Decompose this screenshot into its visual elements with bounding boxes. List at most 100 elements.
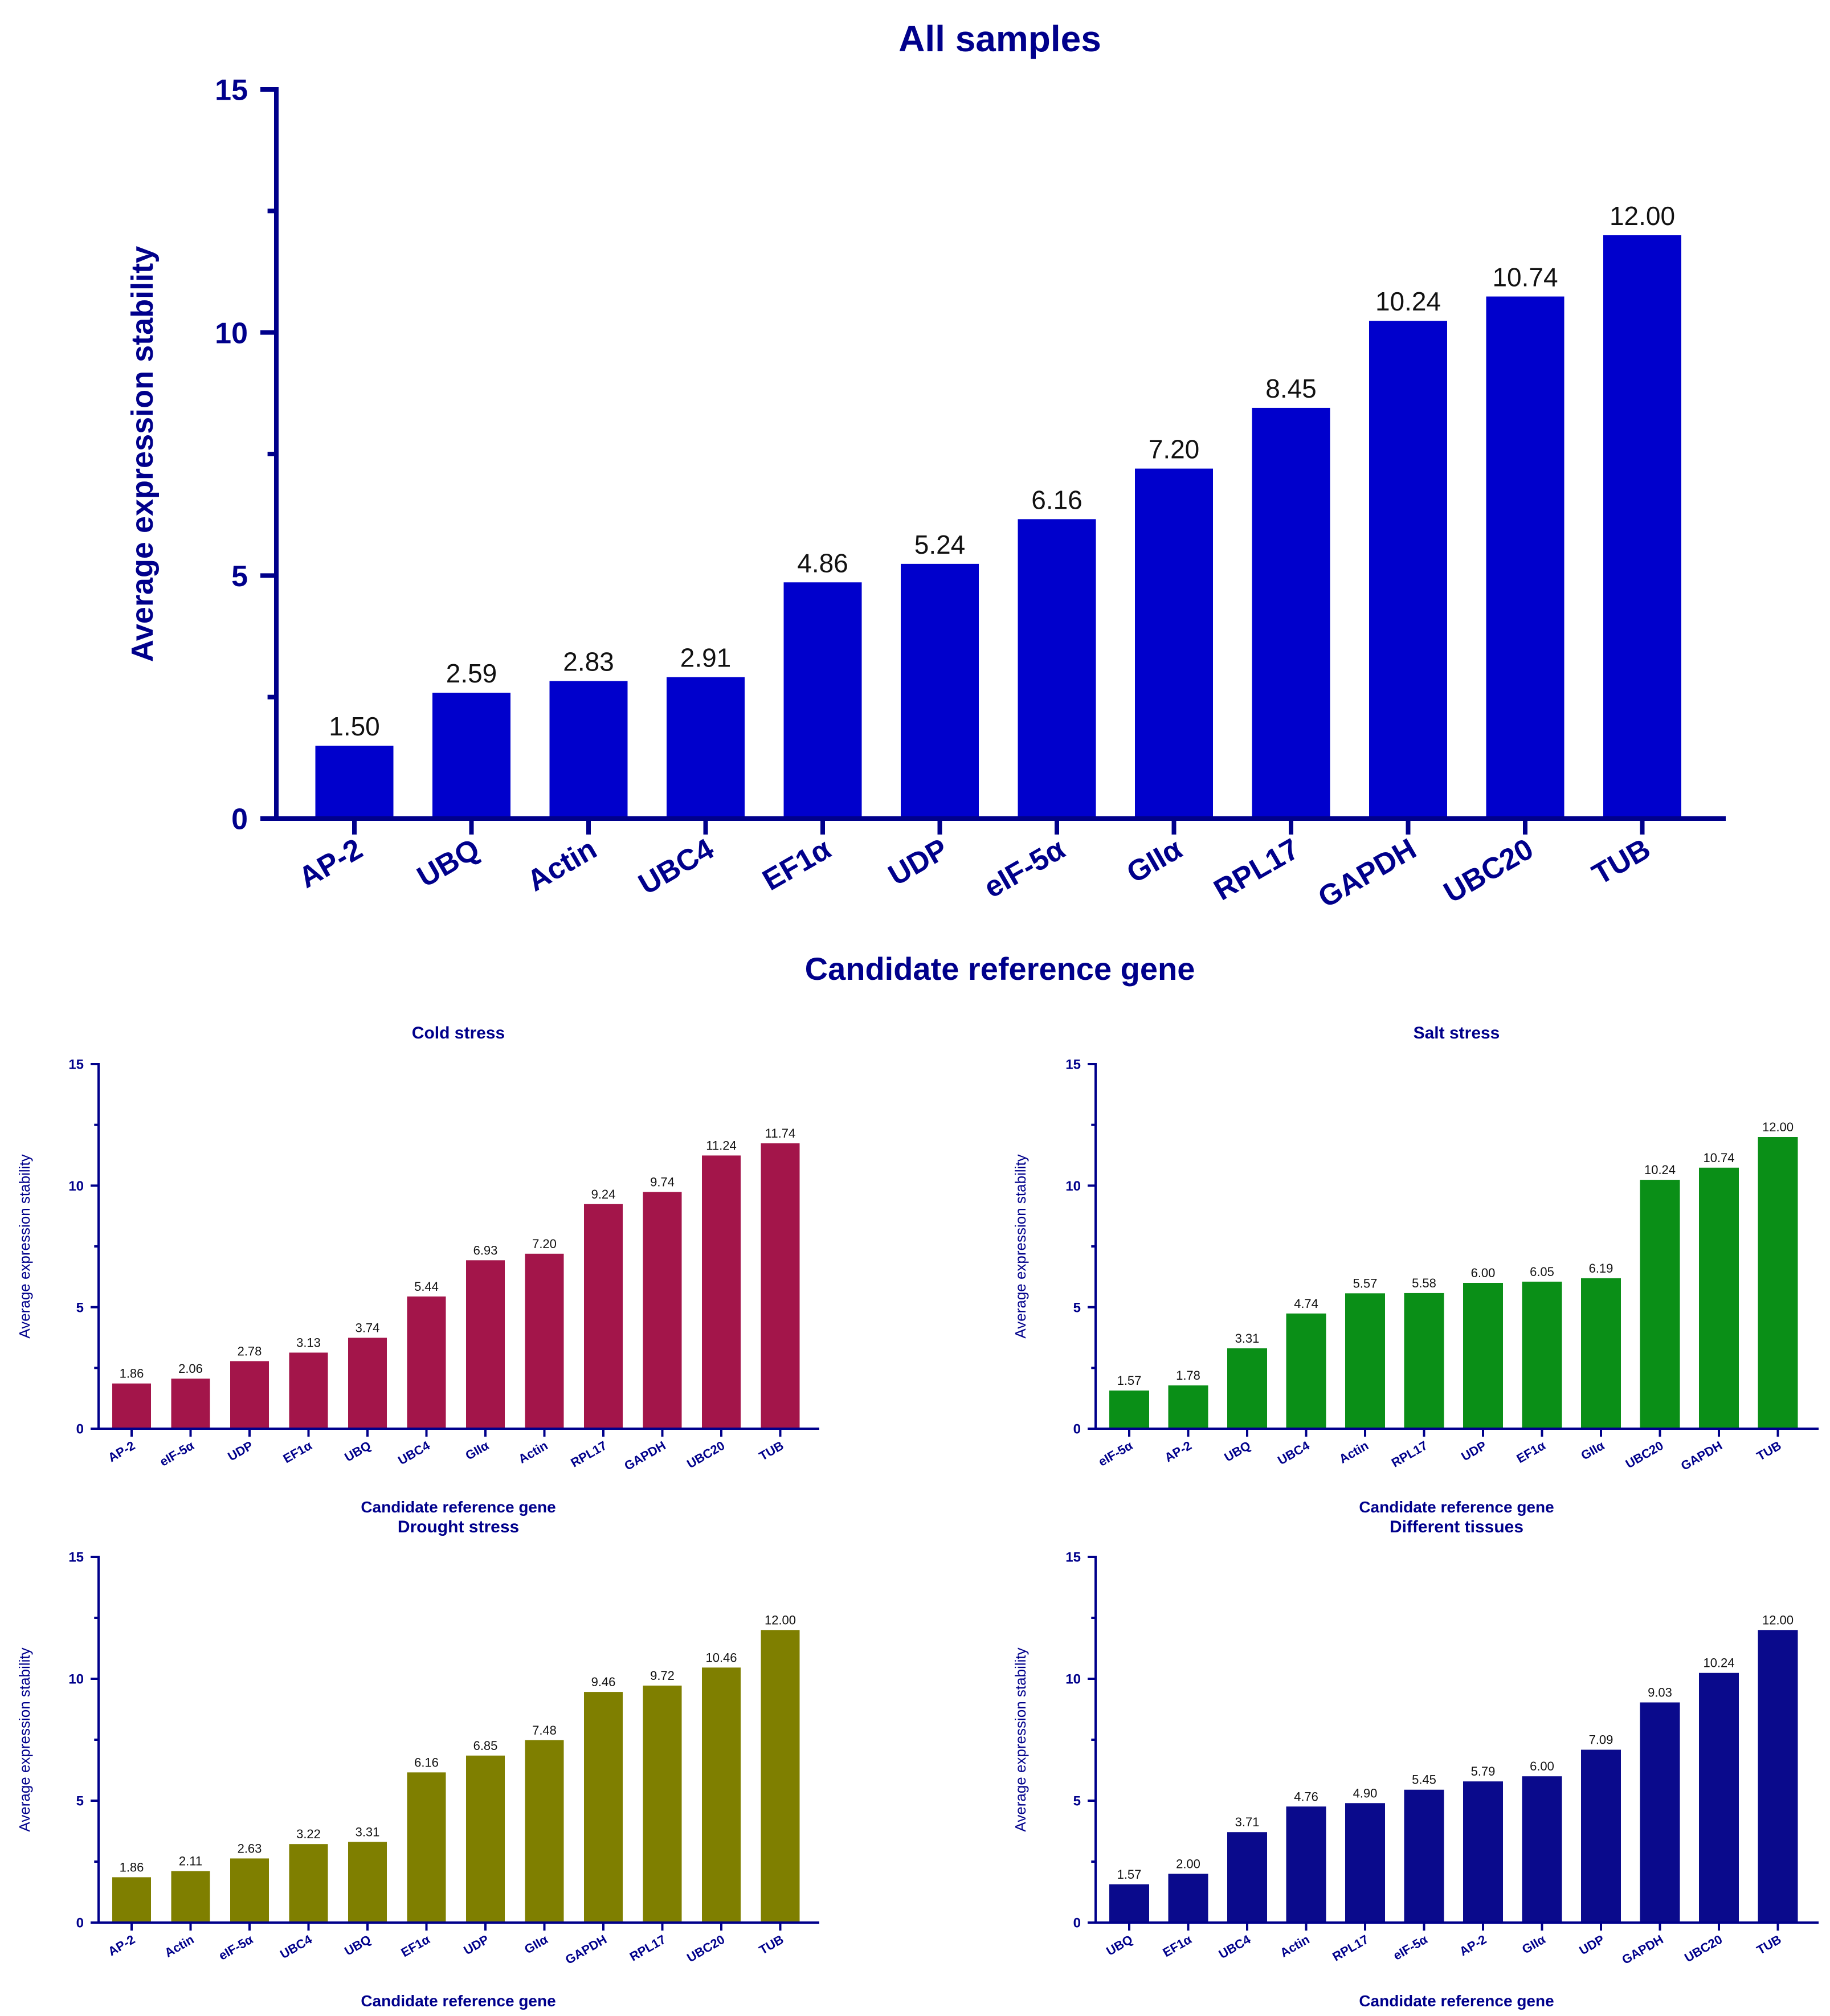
- bar-UDP: [466, 1755, 505, 1923]
- y-tick-label: 0: [1073, 1916, 1081, 1931]
- bar-value-label: 1.86: [120, 1367, 144, 1381]
- bar-UBC4: [1227, 1832, 1267, 1923]
- category-label: UBC20: [684, 1932, 727, 1965]
- bar-value-label: 6.00: [1530, 1759, 1554, 1773]
- category-label: GIIα: [463, 1438, 492, 1462]
- y-tick-label: 15: [215, 74, 248, 107]
- category-label: UBC4: [1216, 1932, 1253, 1961]
- bar-value-label: 1.50: [329, 711, 380, 741]
- category-label: Actin: [516, 1438, 550, 1466]
- bar-value-label: 2.63: [238, 1841, 262, 1855]
- bar-RPL17: [1345, 1803, 1385, 1923]
- bar-RPL17: [584, 1204, 623, 1429]
- y-tick-label: 10: [1065, 1179, 1081, 1194]
- category-label: UBC4: [633, 832, 720, 901]
- category-label: GIIα: [1519, 1932, 1548, 1956]
- bar-UBC4: [289, 1844, 328, 1923]
- category-label: RPL17: [1389, 1438, 1430, 1470]
- chart-cold: Cold stress 1.86 2.06 2.78 3.13 3.74 5.44 6.93 7…: [16, 1024, 819, 1516]
- bar-value-label: 1.86: [120, 1860, 144, 1874]
- category-label: UDP: [1576, 1932, 1607, 1958]
- y-tick-label: 5: [76, 1300, 84, 1315]
- category-label: UBC20: [1623, 1438, 1666, 1471]
- bar-value-label: 7.48: [532, 1723, 557, 1737]
- bar-value-label: 6.16: [414, 1755, 439, 1769]
- y-axis-label: Average expression stability: [16, 1154, 33, 1338]
- category-label: TUB: [1754, 1932, 1784, 1957]
- bar-value-label: 11.24: [706, 1138, 736, 1152]
- bar-value-label: 3.13: [296, 1335, 321, 1350]
- bar-UBC20: [702, 1155, 741, 1429]
- category-label: RPL17: [568, 1438, 609, 1470]
- category-label: EF1α: [281, 1438, 315, 1466]
- bar-value-label: 5.57: [1353, 1276, 1378, 1290]
- bar-eIF-5α: [171, 1379, 210, 1429]
- category-label: UDP: [225, 1438, 255, 1464]
- bar-EF1α: [407, 1772, 446, 1923]
- bar-value-label: 1.78: [1176, 1368, 1200, 1383]
- bar-EF1α: [783, 582, 862, 819]
- bar-AP-2: [1463, 1781, 1503, 1923]
- bar-TUB: [1758, 1137, 1798, 1429]
- bar-value-label: 10.24: [1644, 1163, 1676, 1177]
- bar-value-label: 5.58: [1412, 1276, 1436, 1290]
- bar-GAPDH: [1640, 1702, 1680, 1923]
- category-label: EF1α: [399, 1932, 433, 1960]
- category-label: GAPDH: [1313, 832, 1422, 914]
- y-tick-label: 10: [68, 1672, 84, 1687]
- bar-EF1α: [1168, 1874, 1208, 1923]
- category-label: GAPDH: [563, 1932, 609, 1967]
- bar-GAPDH: [1699, 1167, 1739, 1429]
- bar-TUB: [1603, 235, 1681, 819]
- category-label: Actin: [1337, 1438, 1371, 1466]
- bar-value-label: 6.00: [1471, 1266, 1496, 1280]
- bar-AP-2: [1168, 1385, 1208, 1429]
- bar-value-label: 4.90: [1353, 1786, 1378, 1800]
- bar-eIF-5α: [1109, 1391, 1149, 1429]
- chart-salt: Salt stress 1.57 1.78 3.31 4.74 5.57 5.58 6.00 6…: [1012, 1024, 1819, 1516]
- category-label: UBC4: [1275, 1438, 1312, 1467]
- y-tick-label: 5: [1073, 1794, 1081, 1809]
- bar-value-label: 12.00: [1610, 201, 1675, 231]
- category-label: UDP: [883, 832, 954, 892]
- bar-value-label: 6.05: [1530, 1265, 1554, 1279]
- bar-eIF-5α: [1018, 519, 1096, 819]
- bar-TUB: [761, 1630, 800, 1923]
- bar-value-label: 4.86: [797, 548, 848, 578]
- y-axis-label: Average expression stability: [1012, 1647, 1029, 1831]
- chart-tissues: Different tissues 1.57 2.00 3.71 4.76 4.90 5.4…: [1012, 1518, 1819, 2010]
- bar-value-label: 6.16: [1031, 485, 1083, 514]
- y-tick-label: 0: [76, 1422, 84, 1437]
- bar-GIIα: [1581, 1278, 1621, 1429]
- category-label: eIF-5α: [217, 1932, 256, 1962]
- category-label: AP-2: [1457, 1932, 1489, 1959]
- bar-value-label: 6.93: [473, 1243, 498, 1257]
- x-axis-label: Candidate reference gene: [805, 951, 1195, 987]
- category-label: EF1α: [757, 832, 836, 897]
- bar-UBC20: [1640, 1180, 1680, 1429]
- bar-value-label: 12.00: [1762, 1120, 1794, 1134]
- y-axis-label: Average expression stability: [16, 1647, 33, 1831]
- y-tick-label: 0: [76, 1916, 84, 1931]
- category-label: UDP: [1459, 1438, 1489, 1464]
- bar-value-label: 5.24: [914, 530, 966, 559]
- x-axis-label: Candidate reference gene: [361, 1992, 555, 2010]
- bar-value-label: 2.00: [1176, 1856, 1200, 1871]
- category-label: TUB: [1587, 832, 1656, 892]
- bar-value-label: 12.00: [1762, 1613, 1794, 1627]
- y-tick-label: 10: [1065, 1672, 1081, 1687]
- category-label: GAPDH: [622, 1438, 668, 1473]
- bar-TUB: [1758, 1630, 1798, 1923]
- bar-AP-2: [315, 746, 394, 819]
- bar-value-label: 7.20: [532, 1237, 557, 1251]
- bar-value-label: 6.19: [1589, 1261, 1613, 1275]
- bar-value-label: 9.46: [591, 1675, 616, 1689]
- bar-value-label: 3.31: [356, 1825, 380, 1839]
- bar-UBQ: [432, 692, 510, 819]
- bar-value-label: 12.00: [765, 1613, 796, 1627]
- category-label: RPL17: [1208, 832, 1305, 907]
- category-label: EF1α: [1161, 1932, 1195, 1960]
- category-label: UBC4: [277, 1932, 314, 1961]
- bar-EF1α: [1522, 1281, 1562, 1429]
